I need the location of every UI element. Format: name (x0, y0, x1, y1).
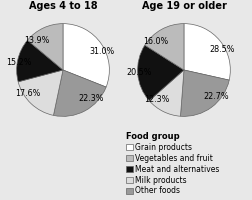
Text: 17.6%: 17.6% (15, 89, 41, 98)
Wedge shape (53, 70, 106, 116)
Title: Age 19 or older: Age 19 or older (142, 1, 226, 11)
Text: 13.9%: 13.9% (24, 36, 49, 45)
Wedge shape (63, 24, 109, 87)
Text: 15.2%: 15.2% (6, 58, 31, 67)
Wedge shape (138, 45, 184, 101)
Wedge shape (27, 24, 63, 70)
Wedge shape (145, 24, 184, 70)
Text: 28.5%: 28.5% (209, 45, 235, 54)
Text: Food group: Food group (126, 132, 180, 141)
Text: 31.0%: 31.0% (90, 47, 115, 56)
Text: 22.7%: 22.7% (203, 92, 229, 101)
Legend: Grain products, Vegetables and fruit, Meat and alternatives, Milk products, Othe: Grain products, Vegetables and fruit, Me… (125, 142, 220, 196)
Wedge shape (180, 70, 229, 116)
Wedge shape (149, 70, 184, 116)
Wedge shape (18, 70, 63, 115)
Text: 12.3%: 12.3% (144, 95, 170, 104)
Wedge shape (17, 40, 63, 82)
Title: Ages 4 to 18: Ages 4 to 18 (29, 1, 97, 11)
Text: 20.5%: 20.5% (126, 68, 152, 77)
Text: 16.0%: 16.0% (143, 37, 168, 46)
Text: 22.3%: 22.3% (78, 94, 104, 103)
Wedge shape (184, 24, 230, 80)
